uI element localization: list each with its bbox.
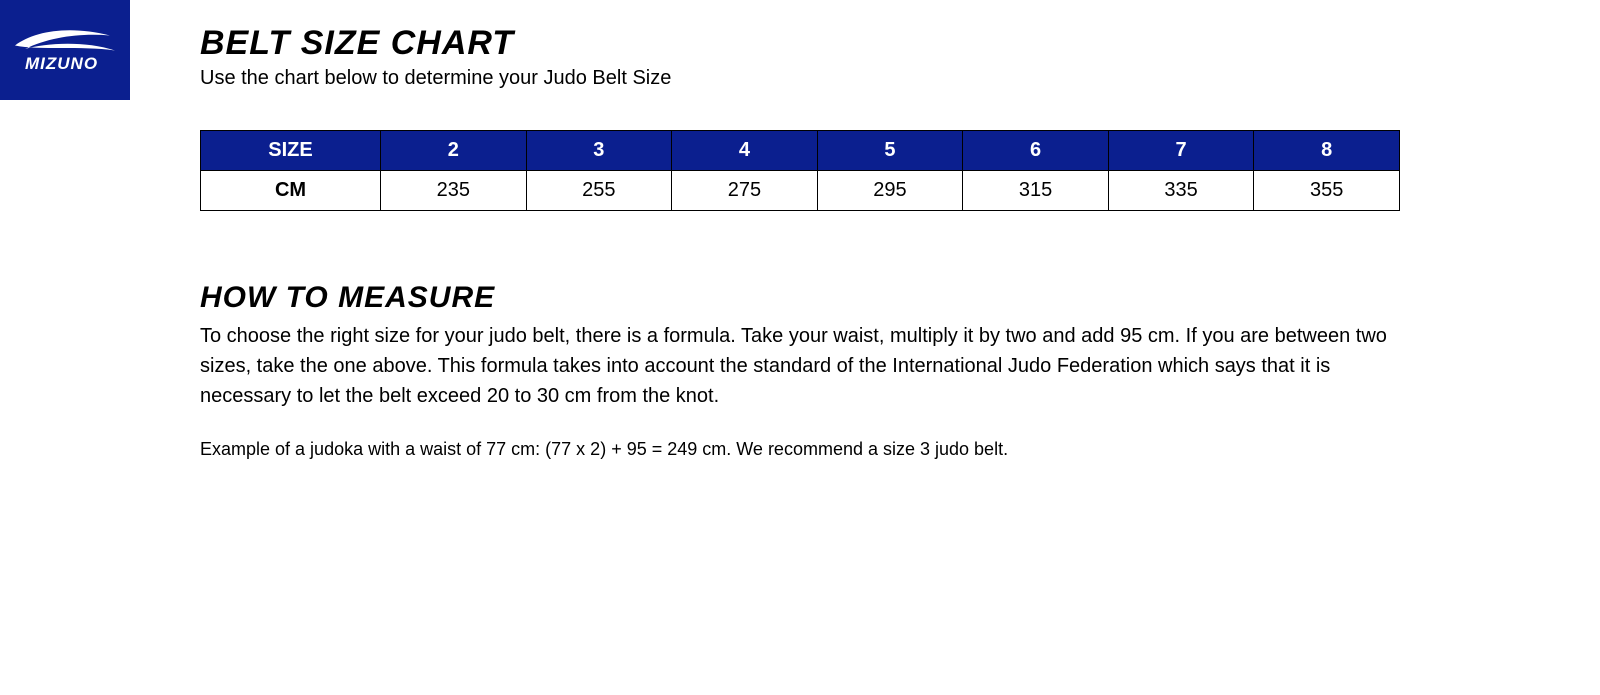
page-subtitle: Use the chart below to determine your Ju… [200,67,1400,90]
cell: 235 [381,171,527,211]
brand-logo: MIZUNO [0,0,130,100]
cell: 295 [817,171,963,211]
col-header: 3 [526,131,672,171]
col-header: 5 [817,131,963,171]
cell: 355 [1254,171,1400,211]
col-header: 2 [381,131,527,171]
svg-text:MIZUNO: MIZUNO [25,54,98,73]
col-header-size: SIZE [201,131,381,171]
table-header-row: SIZE 2 3 4 5 6 7 8 [201,131,1400,171]
col-header: 7 [1108,131,1254,171]
col-header: 8 [1254,131,1400,171]
measure-example: Example of a judoka with a waist of 77 c… [200,437,1400,462]
cell: 315 [963,171,1109,211]
mizuno-logo-icon: MIZUNO [10,28,120,73]
page-title: BELT SIZE CHART [200,24,1400,63]
row-label-cm: CM [201,171,381,211]
measure-body: To choose the right size for your judo b… [200,321,1400,411]
cell: 335 [1108,171,1254,211]
col-header: 4 [672,131,818,171]
cell: 275 [672,171,818,211]
section-title-measure: HOW TO MEASURE [200,281,1400,315]
belt-size-table: SIZE 2 3 4 5 6 7 8 CM 235 255 275 295 31… [200,130,1400,211]
cell: 255 [526,171,672,211]
table-row: CM 235 255 275 295 315 335 355 [201,171,1400,211]
content: BELT SIZE CHART Use the chart below to d… [0,0,1600,462]
col-header: 6 [963,131,1109,171]
